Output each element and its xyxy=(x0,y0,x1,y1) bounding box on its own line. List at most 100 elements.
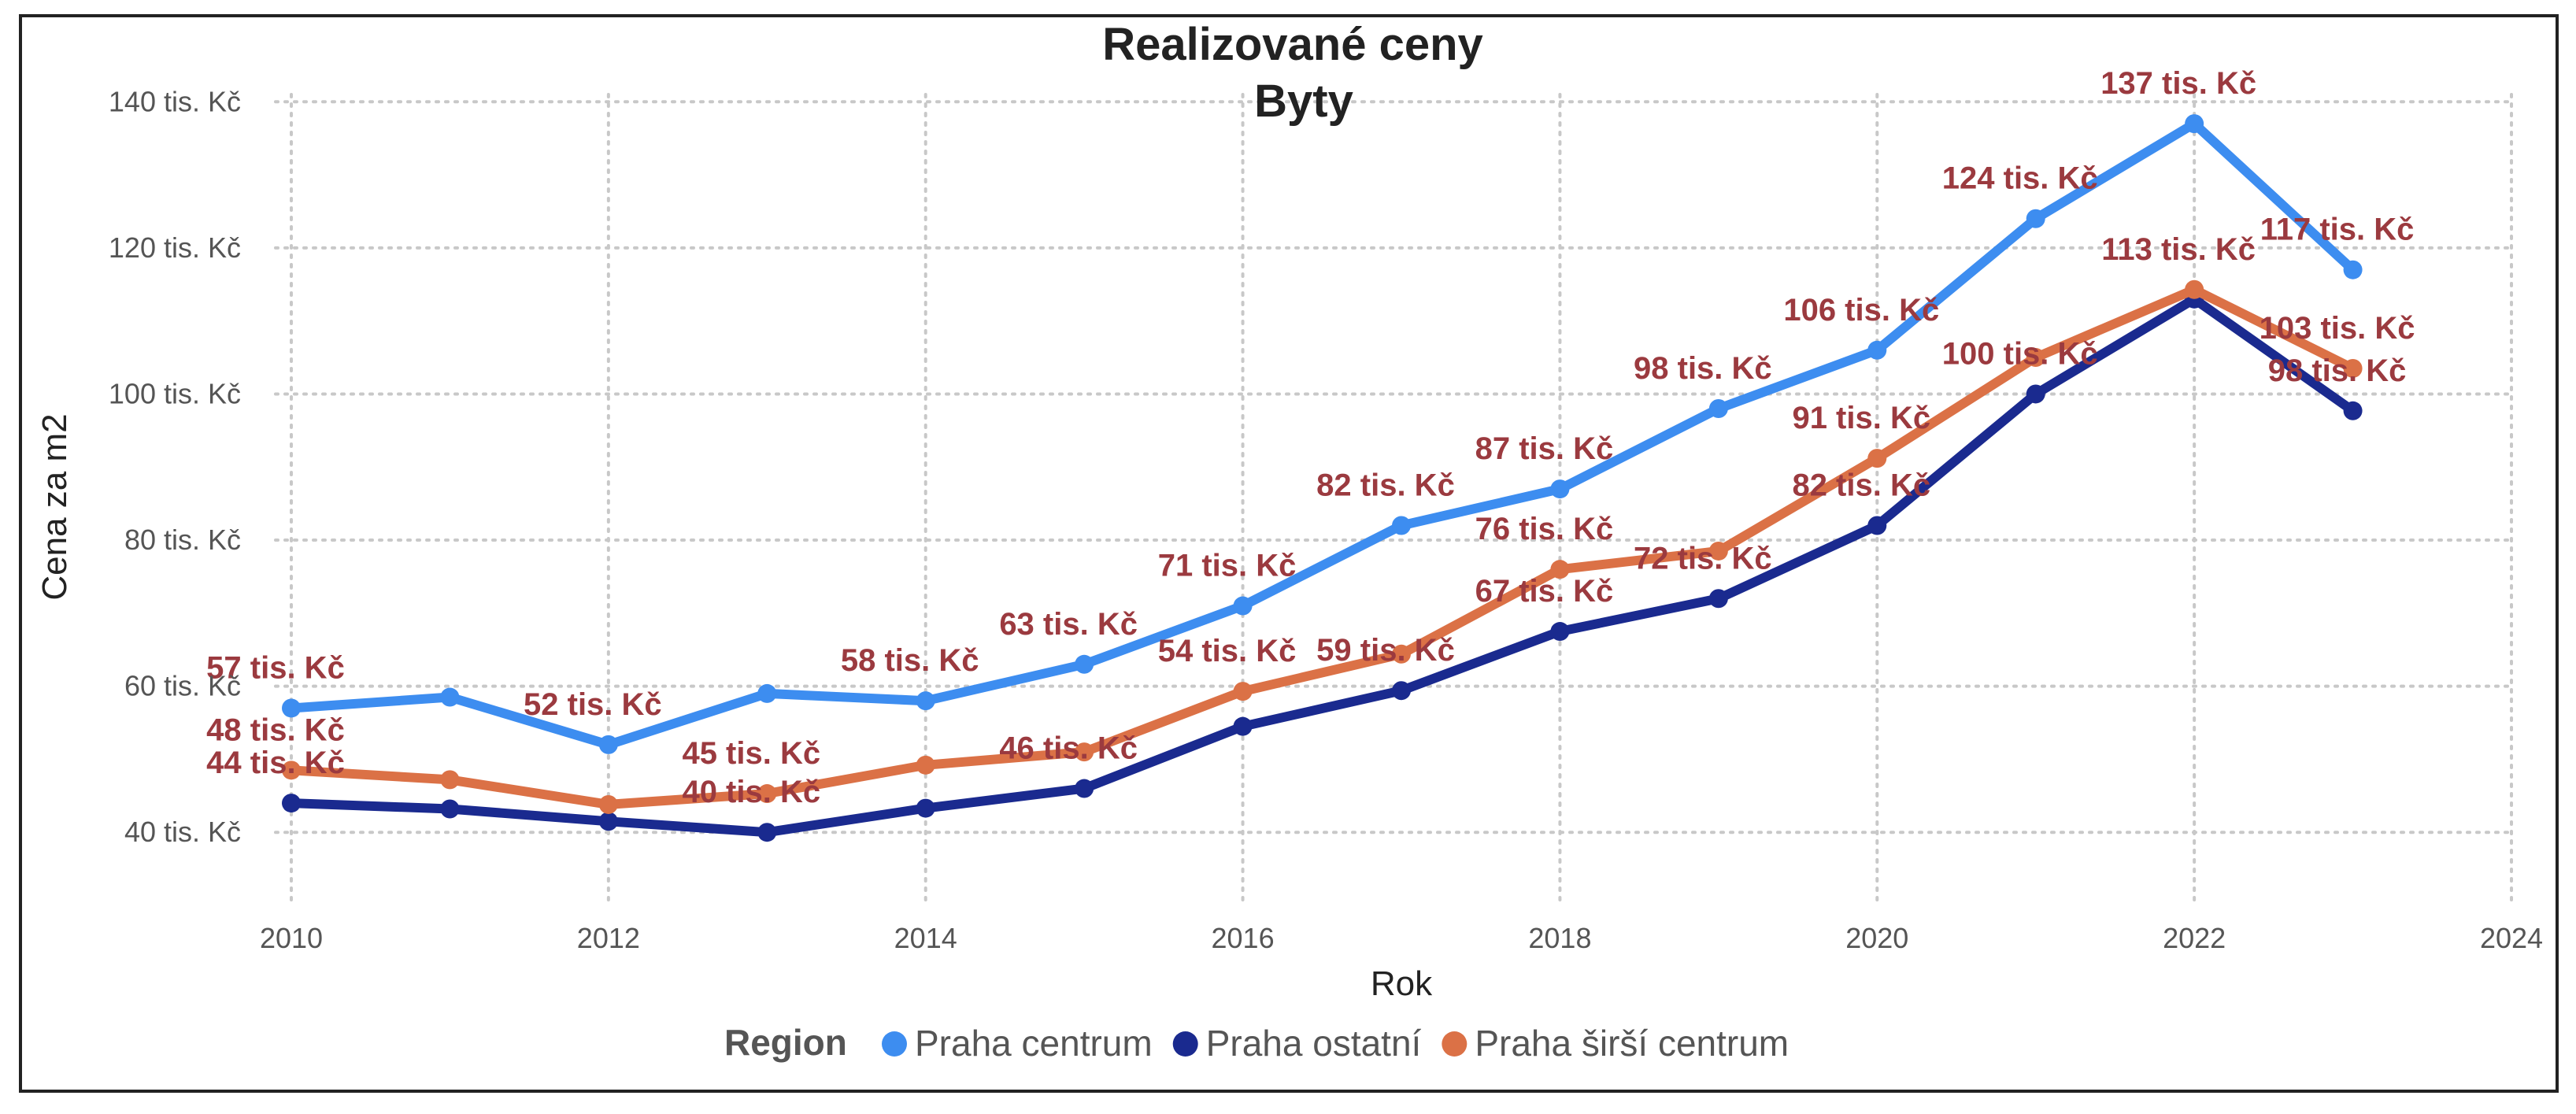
data-point xyxy=(757,784,777,804)
legend-label: Praha ostatní xyxy=(1206,1023,1422,1064)
data-point xyxy=(1867,340,1887,360)
data-point xyxy=(2343,358,2363,378)
series-line-2 xyxy=(287,284,2358,809)
data-point xyxy=(1075,779,1094,798)
data-label: 82 tis. Kč xyxy=(1316,468,1455,502)
data-label: 87 tis. Kč xyxy=(1475,431,1614,466)
y-tick-label: 120 tis. Kč xyxy=(109,231,241,264)
legend-swatch xyxy=(882,1031,907,1057)
data-point xyxy=(1708,399,1728,419)
data-label: 57 tis. Kč xyxy=(206,650,345,685)
legend-swatch xyxy=(1442,1031,1468,1057)
data-label: 91 tis. Kč xyxy=(1792,401,1930,435)
data-point xyxy=(2343,260,2363,279)
data-point xyxy=(2185,279,2204,299)
x-axis-label: Rok xyxy=(1371,964,1433,1003)
data-label: 106 tis. Kč xyxy=(1783,293,1939,328)
data-point xyxy=(1708,589,1728,609)
legend: Region Praha centrum Praha ostatní Praha š… xyxy=(724,1022,1789,1064)
y-tick-label: 40 tis. Kč xyxy=(124,816,241,848)
data-point xyxy=(282,761,301,780)
data-point xyxy=(1867,516,1887,535)
data-point xyxy=(2026,384,2045,404)
data-point xyxy=(2026,348,2045,368)
legend-swatch xyxy=(1172,1031,1198,1057)
x-tick-label: 2012 xyxy=(577,922,640,954)
data-point xyxy=(2185,114,2204,134)
y-tick-label: 60 tis. Kč xyxy=(124,670,241,702)
data-label: 76 tis. Kč xyxy=(1475,512,1614,546)
data-label: 98 tis. Kč xyxy=(1634,351,1772,386)
data-point xyxy=(757,823,777,842)
series-line-1 xyxy=(287,294,2358,838)
data-point xyxy=(2026,209,2045,228)
data-label: 113 tis. Kč xyxy=(2101,232,2256,267)
data-point xyxy=(1708,541,1728,561)
x-tick-label: 2014 xyxy=(894,922,957,954)
legend-label: Praha širší centrum xyxy=(1475,1023,1789,1064)
data-label: 124 tis. Kč xyxy=(1942,161,2098,196)
data-point xyxy=(1550,622,1570,642)
data-point xyxy=(1392,516,1411,535)
data-point xyxy=(1075,742,1094,762)
data-label: 67 tis. Kč xyxy=(1475,574,1614,609)
data-point xyxy=(598,794,618,814)
data-point xyxy=(440,799,460,819)
data-label: 45 tis. Kč xyxy=(682,736,820,771)
data-label: 44 tis. Kč xyxy=(206,746,345,780)
x-tick-label: 2022 xyxy=(2163,922,2226,954)
data-point xyxy=(1550,479,1570,499)
data-point xyxy=(440,687,460,707)
y-tick-label: 140 tis. Kč xyxy=(109,85,241,117)
data-point xyxy=(282,698,301,718)
data-label: 40 tis. Kč xyxy=(682,775,820,809)
data-point xyxy=(1233,596,1253,616)
series-lines xyxy=(282,114,2363,842)
y-axis-label: Cena za m2 xyxy=(35,413,74,600)
chart-border xyxy=(19,14,2559,1093)
data-point xyxy=(598,735,618,754)
data-point xyxy=(2343,401,2363,420)
data-label: 71 tis. Kč xyxy=(1158,549,1297,583)
chart-title: Realizované ceny xyxy=(1102,19,1483,70)
legend-label: Praha centrum xyxy=(915,1023,1153,1064)
data-label: 72 tis. Kč xyxy=(1634,541,1772,576)
data-label: 100 tis. Kč xyxy=(1942,336,2098,371)
data-label: 54 tis. Kč xyxy=(1158,634,1297,668)
data-labels: 57 tis. Kč 52 tis. Kč 58 tis. Kč 63 tis. Kč… xyxy=(206,66,2415,809)
data-label: 52 tis. Kč xyxy=(524,687,662,722)
data-point xyxy=(916,691,935,711)
x-tick-label: 2010 xyxy=(260,922,323,954)
data-label: 59 tis. Kč xyxy=(1316,633,1455,668)
data-label: 137 tis. Kč xyxy=(2100,66,2256,101)
data-point xyxy=(916,755,935,775)
data-label: 117 tis. Kč xyxy=(2260,213,2415,247)
x-tick-label: 2016 xyxy=(1212,922,1275,954)
data-point xyxy=(757,683,777,703)
data-point xyxy=(440,770,460,790)
y-tick-label: 80 tis. Kč xyxy=(124,524,241,556)
data-label: 58 tis. Kč xyxy=(841,643,979,678)
data-point xyxy=(1550,560,1570,579)
data-point xyxy=(1233,682,1253,701)
data-point xyxy=(1392,681,1411,701)
data-point xyxy=(1233,716,1253,736)
data-label: 63 tis. Kč xyxy=(999,607,1138,642)
data-point xyxy=(1867,449,1887,468)
axis-ticks: 40 tis. Kč 60 tis. Kč 80 tis. Kč 100 tis. K… xyxy=(109,85,2543,954)
data-label: 48 tis. Kč xyxy=(206,712,345,747)
x-tick-label: 2020 xyxy=(1845,922,1908,954)
y-tick-label: 100 tis. Kč xyxy=(109,377,241,409)
x-tick-label: 2024 xyxy=(2480,922,2543,954)
data-label: 103 tis. Kč xyxy=(2260,311,2415,346)
series-line-0 xyxy=(287,119,2358,749)
data-label: 82 tis. Kč xyxy=(1792,468,1930,502)
data-point xyxy=(1392,644,1411,664)
data-label: 98 tis. Kč xyxy=(2268,353,2407,388)
data-point xyxy=(916,798,935,818)
legend-title: Region xyxy=(724,1022,847,1063)
x-tick-label: 2018 xyxy=(1528,922,1591,954)
data-label: 46 tis. Kč xyxy=(999,731,1138,766)
